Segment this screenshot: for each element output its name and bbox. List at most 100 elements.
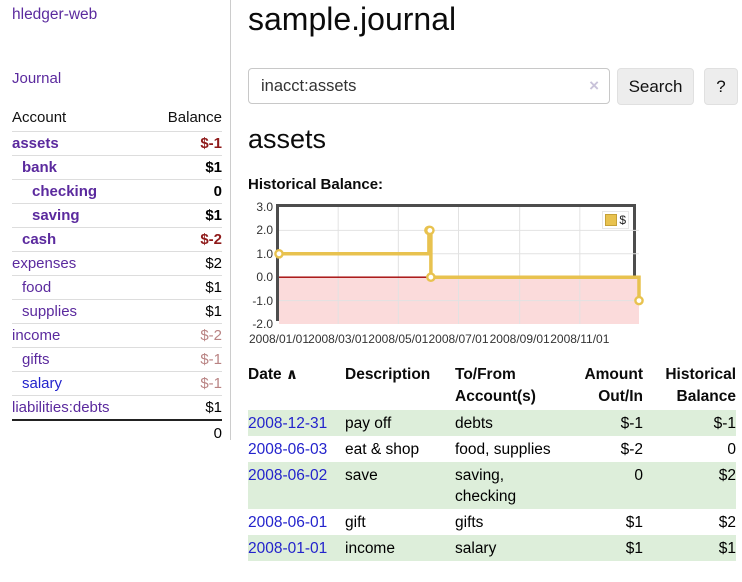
description-cell: income bbox=[345, 535, 455, 561]
date-cell: 2008-06-03 bbox=[248, 436, 345, 462]
account-balance: $2 bbox=[205, 255, 222, 272]
transaction-date-link[interactable]: 2008-06-02 bbox=[248, 467, 328, 484]
brand-link[interactable]: hledger-web bbox=[12, 6, 98, 23]
account-link-saving[interactable]: saving bbox=[32, 207, 80, 224]
balance-cell: $2 bbox=[718, 514, 736, 531]
y-axis-tick-label: 1.0 bbox=[256, 246, 273, 261]
accounts-cell: gifts bbox=[455, 514, 484, 531]
total-balance-value: 0 bbox=[213, 425, 222, 442]
date-column-header[interactable]: Date ∧ bbox=[248, 366, 299, 383]
account-total-row: 0 bbox=[12, 419, 222, 446]
account-balance: $-2 bbox=[200, 327, 222, 344]
register-row: 2008-01-01 income salary $1 $1 bbox=[248, 535, 736, 561]
account-balance: $1 bbox=[205, 303, 222, 320]
help-button[interactable]: ? bbox=[704, 68, 738, 105]
sidebar-account-row: income $-2 bbox=[12, 323, 222, 347]
transaction-date-link[interactable]: 2008-01-01 bbox=[248, 540, 328, 557]
balance-cell: $2 bbox=[643, 462, 736, 509]
search-input[interactable] bbox=[248, 68, 610, 104]
search-button[interactable]: Search bbox=[617, 68, 694, 105]
account-link-supplies[interactable]: supplies bbox=[22, 303, 78, 320]
sidebar-account-row: liabilities:debts $1 bbox=[12, 395, 222, 419]
sidebar-account-row: cash $-2 bbox=[12, 227, 222, 251]
register-table: Date ∧ Description To/From Account(s) Am… bbox=[248, 362, 736, 561]
sidebar-account-row: checking 0 bbox=[12, 179, 222, 203]
account-link-liabilities-debts[interactable]: liabilities:debts bbox=[12, 399, 110, 416]
y-axis-tick-label: 2.0 bbox=[256, 223, 273, 238]
sidebar-account-row: supplies $1 bbox=[12, 299, 222, 323]
sidebar-account-row: bank $1 bbox=[12, 155, 222, 179]
legend-swatch-icon bbox=[605, 214, 618, 226]
sidebar-account-row: assets $-1 bbox=[12, 131, 222, 155]
transaction-date-link[interactable]: 2008-06-03 bbox=[248, 441, 328, 458]
historical-balance-chart: $3.0 2.0 1.0 0.0 -1.0 -2.0 2008/01/01 2008/03/0… bbox=[248, 196, 742, 350]
accounts-cell: debts bbox=[455, 410, 559, 436]
amount-column-header: Amount Out/In bbox=[584, 366, 643, 405]
balance-column-header: Historical Balance bbox=[665, 366, 736, 405]
search-form: × Search ? bbox=[248, 68, 742, 105]
account-link-assets[interactable]: assets bbox=[12, 135, 59, 152]
account-tree-header: Account Balance bbox=[12, 106, 222, 131]
y-axis-tick-label: -2.0 bbox=[252, 317, 273, 331]
account-balance: $1 bbox=[205, 207, 222, 224]
account-link-cash[interactable]: cash bbox=[22, 231, 57, 248]
balance-cell: 0 bbox=[727, 441, 736, 458]
account-link-income[interactable]: income bbox=[12, 327, 61, 344]
x-axis-tick-label: 2008/03/01 bbox=[308, 332, 369, 346]
accounts-cell: saving, checking bbox=[455, 462, 559, 509]
x-axis-tick-label: 2008/01/01 bbox=[248, 332, 310, 346]
account-link-food[interactable]: food bbox=[22, 279, 52, 296]
sort-ascending-icon: ∧ bbox=[285, 366, 299, 383]
clear-search-icon[interactable]: × bbox=[589, 76, 599, 95]
x-axis-tick-label: 2008/09/01 bbox=[489, 332, 550, 346]
register-row: 2008-06-03 eat & shop food, supplies $-2 0 bbox=[248, 436, 736, 462]
amount-cell: $1 bbox=[559, 535, 643, 561]
sidebar-account-row: salary $-1 bbox=[12, 371, 222, 395]
sidebar: hledger-web Journal Account Balance asse… bbox=[0, 0, 231, 442]
sidebar-item-journal[interactable]: Journal bbox=[12, 70, 62, 87]
account-balance: $-1 bbox=[200, 351, 222, 368]
account-link-checking[interactable]: checking bbox=[32, 183, 98, 200]
account-balance: $-1 bbox=[200, 375, 222, 392]
y-axis-tick-label: 0.0 bbox=[256, 270, 273, 285]
register-row: 2008-06-02 save saving, checking 0 $2 bbox=[248, 462, 736, 509]
account-balance: 0 bbox=[213, 183, 222, 200]
date-cell: 2008-06-02 bbox=[248, 462, 345, 509]
account-balance: $-2 bbox=[200, 231, 222, 248]
search-box: × bbox=[248, 68, 610, 104]
account-tree: Account Balance assets $-1 bank $1 checking 0… bbox=[12, 106, 222, 446]
account-link-salary[interactable]: salary bbox=[22, 375, 63, 392]
account-link-bank[interactable]: bank bbox=[22, 159, 58, 176]
sidebar-account-row: food $1 bbox=[12, 275, 222, 299]
account-balance: $1 bbox=[205, 279, 222, 296]
register-row: 2008-06-01 gift gifts $1 $2 bbox=[248, 509, 736, 535]
balance-cell: $-1 bbox=[643, 410, 736, 436]
sidebar-account-row: gifts $-1 bbox=[12, 347, 222, 371]
account-link-expenses[interactable]: expenses bbox=[12, 255, 77, 272]
page-title: sample.journal bbox=[248, 1, 457, 37]
account-balance: $-1 bbox=[200, 135, 222, 152]
account-column-header: Account bbox=[12, 109, 67, 126]
chart-title: Historical Balance: bbox=[248, 176, 384, 193]
description-cell: save bbox=[345, 462, 455, 509]
date-cell: 2008-06-01 bbox=[248, 509, 345, 535]
accounts-cell: food, supplies bbox=[455, 441, 551, 458]
sidebar-account-row: saving $1 bbox=[12, 203, 222, 227]
account-heading: assets bbox=[248, 124, 327, 154]
y-axis-tick-label: 3.0 bbox=[256, 200, 273, 214]
transaction-date-link[interactable]: 2008-12-31 bbox=[248, 415, 328, 432]
account-link-gifts[interactable]: gifts bbox=[22, 351, 50, 368]
amount-cell: $-1 bbox=[559, 410, 643, 436]
balance-cell: $1 bbox=[643, 535, 736, 561]
chart-legend: $ bbox=[602, 211, 629, 229]
amount-cell: $1 bbox=[625, 514, 643, 531]
amount-cell: $-2 bbox=[620, 441, 643, 458]
description-cell: pay off bbox=[345, 410, 455, 436]
balance-column-header: Balance bbox=[167, 109, 222, 126]
register-header-row: Date ∧ Description To/From Account(s) Am… bbox=[248, 362, 736, 410]
register-row: 2008-12-31 pay off debts $-1 $-1 bbox=[248, 410, 736, 436]
amount-cell: 0 bbox=[559, 462, 643, 509]
transaction-date-link[interactable]: 2008-06-01 bbox=[248, 514, 328, 531]
main-content: sample.journal × Search ? assets Histori… bbox=[248, 0, 742, 582]
x-axis-tick-label: 2008/11/01 bbox=[550, 332, 610, 346]
